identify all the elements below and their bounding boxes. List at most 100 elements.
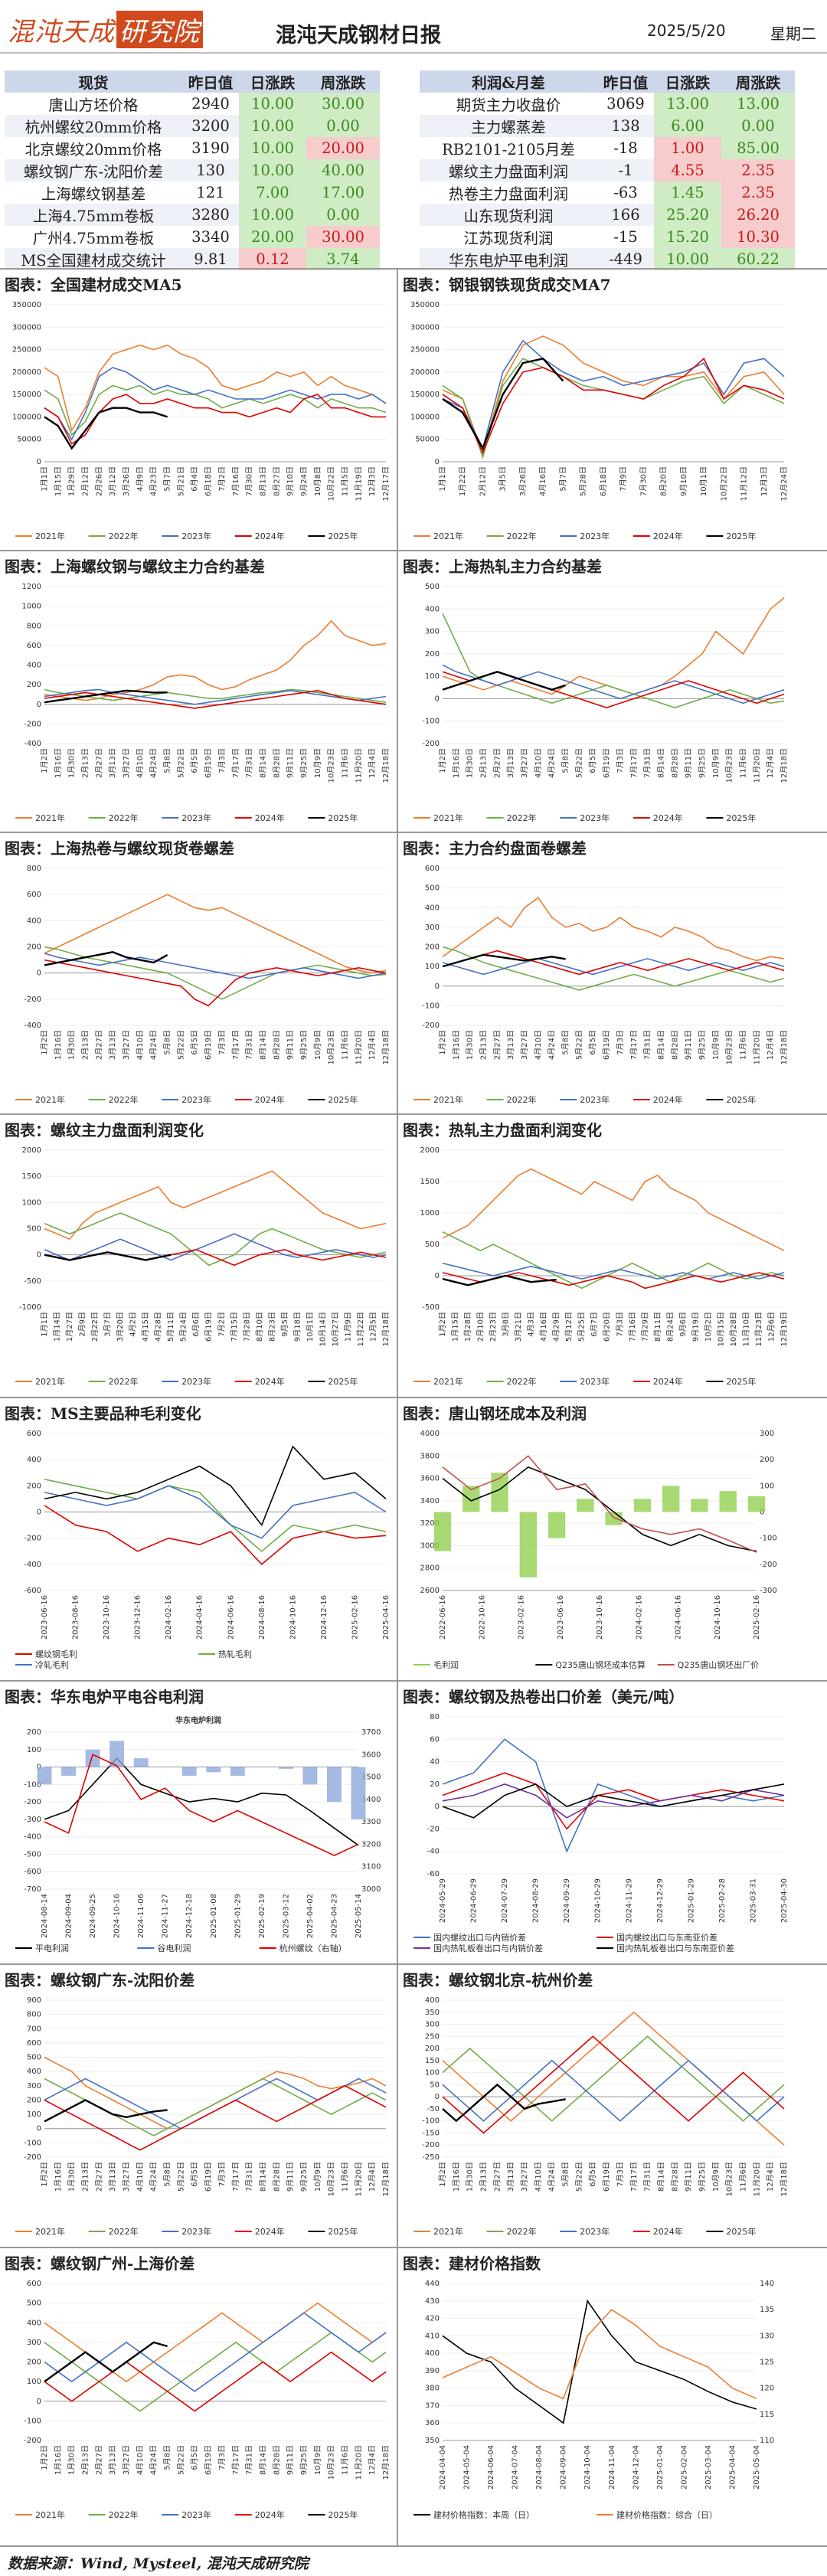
series-line xyxy=(442,2083,566,2123)
legend-label: 2021年 xyxy=(35,1376,65,1387)
daily-change: 1.00 xyxy=(654,137,721,159)
x-tick-label: 8月14日 xyxy=(258,2445,267,2475)
x-tick-label: 12月18日 xyxy=(381,748,391,783)
x-tick-label: 12月4日 xyxy=(368,2162,377,2192)
x-tick-label: 2024-07-29 xyxy=(501,1878,509,1923)
chart-canvas: -60 -40 -20 0 20 40 60 80 2024-05-29 2024-06-29 20… xyxy=(414,1713,789,1953)
row-label: 热卷主力盘面利润 xyxy=(448,185,568,203)
x-tick-label: 2024-12-16 xyxy=(320,1595,329,1639)
y-tick-label: 430 xyxy=(425,2297,440,2306)
x-tick-label: 1月1日 xyxy=(40,1312,49,1337)
y2-tick-label: 3600 xyxy=(361,1751,381,1759)
x-tick-label: 11月20日 xyxy=(354,748,363,783)
row-label: 江苏现货利润 xyxy=(463,230,554,247)
bar-mark xyxy=(61,1767,76,1776)
y-tick-label: 100 xyxy=(425,672,440,681)
table-row: 华东电炉平电利润 -449 10.00 60.22 xyxy=(420,248,795,270)
profit-spread-table: 利润&月差 昨日值 日涨跌 周涨跌 期货主力收盘价 3069 13.00 13.00 主力螺蒸差… xyxy=(420,70,795,270)
x-tick-label: 4月28日 xyxy=(154,1312,163,1342)
y-tick-label: 200 xyxy=(27,2359,41,2367)
legend-label: 2022年 xyxy=(507,812,537,823)
y-tick-label: 400 xyxy=(27,2319,41,2327)
x-tick-label: 6月20日 xyxy=(603,1312,612,1342)
legend-label: 2025年 xyxy=(726,1376,756,1387)
x-tick-label: 9月5日 xyxy=(280,1312,289,1337)
x-tick-label: 2月9日 xyxy=(78,1312,87,1337)
y-tick-label: 3000 xyxy=(420,1541,440,1550)
x-tick-label: 6月5日 xyxy=(588,2162,597,2187)
x-tick-label: 2023-12-16 xyxy=(134,1595,142,1639)
x-tick-label: 3月8日 xyxy=(502,1312,511,1337)
chart-canvas: -600 -400 -200 0 200 400 600 2023-06-16 2023-08-… xyxy=(15,1430,391,1670)
x-tick-label: 2024-10-04 xyxy=(583,2445,592,2489)
series-line xyxy=(442,2035,785,2134)
x-tick-label: 4月10日 xyxy=(534,748,543,778)
x-tick-label: 6月19日 xyxy=(602,1030,611,1060)
x-tick-label: 8月28日 xyxy=(272,1030,281,1060)
x-tick-label: 11月6日 xyxy=(340,2162,349,2192)
bar-mark xyxy=(110,1741,125,1767)
x-tick-label: 3月26日 xyxy=(518,466,528,496)
row-label: 华东电炉平电利润 xyxy=(420,248,597,270)
x-tick-label: 7月31日 xyxy=(643,748,652,778)
x-tick-label: 10月1日 xyxy=(306,1312,315,1342)
x-tick-label: 1月2日 xyxy=(40,748,49,773)
x-tick-label: 10月8日 xyxy=(313,466,322,496)
x-tick-label: 2024-05-04 xyxy=(463,2445,472,2489)
x-tick-label: 1月30日 xyxy=(466,2162,475,2192)
x-tick-label: 1月22日 xyxy=(458,466,467,496)
x-tick-label: 2025-01-08 xyxy=(210,1894,218,1938)
x-tick-label: 4月10日 xyxy=(136,2162,145,2192)
section-divider xyxy=(0,2247,827,2248)
y2-tick-label: 130 xyxy=(760,2332,774,2340)
daily-change: 10.00 xyxy=(239,137,306,159)
x-tick-label: 3月7日 xyxy=(103,1312,113,1337)
x-tick-label: 5月22日 xyxy=(176,2162,185,2192)
x-tick-label: 2023-08-16 xyxy=(72,1595,80,1639)
y-tick-label: 0 xyxy=(435,458,440,466)
x-tick-label: 7月30日 xyxy=(245,466,254,496)
x-tick-label: 11月6日 xyxy=(340,2445,349,2475)
row-label: 上海4.75mm卷板 xyxy=(5,204,182,226)
x-tick-label: 2月13日 xyxy=(479,2162,489,2192)
y-tick-label: 600 xyxy=(425,865,440,873)
y-tick-label: 200 xyxy=(27,681,41,689)
x-tick-label: 11月20日 xyxy=(354,1030,363,1064)
y-tick-label: -500 xyxy=(24,1277,41,1286)
weekly-change: 2.35 xyxy=(721,159,795,181)
series-line xyxy=(44,959,387,1007)
y2-tick-label: 125 xyxy=(760,2359,774,2367)
series-line xyxy=(44,407,168,450)
series-line xyxy=(44,2084,387,2151)
y-tick-label: -200 xyxy=(422,2141,440,2149)
x-tick-label: 9月25日 xyxy=(698,1030,707,1060)
x-tick-label: 10月27日 xyxy=(331,1312,340,1346)
series-line xyxy=(44,1757,359,1846)
legend-label: 2025年 xyxy=(328,2226,358,2237)
report-weekday: 星期二 xyxy=(770,25,816,43)
weekly-change: 30.00 xyxy=(306,226,380,248)
y-tick-label: 380 xyxy=(425,2385,440,2393)
y-tick-label: 200 xyxy=(425,943,440,952)
row-label: RB2101-2105月差 xyxy=(442,141,575,159)
x-tick-label: 2025-03-31 xyxy=(749,1878,757,1923)
x-tick-label: 2025-04-04 xyxy=(728,2445,737,2489)
x-tick-label: 2月27日 xyxy=(94,1030,103,1060)
x-tick-label: 7月2日 xyxy=(217,1312,226,1337)
x-tick-label: 10月23日 xyxy=(327,748,336,783)
x-tick-label: 9月25日 xyxy=(698,2162,707,2192)
y-tick-label: 300 xyxy=(425,628,440,636)
series-line xyxy=(442,958,785,976)
y-tick-label: 300 xyxy=(27,2339,41,2347)
x-tick-label: 6月19日 xyxy=(204,1030,213,1060)
x-tick-label: 2024-02-16 xyxy=(165,1595,173,1639)
daily-change: 10.00 xyxy=(654,248,721,270)
y-tick-label: 60 xyxy=(430,1735,440,1744)
y-tick-label: 360 xyxy=(425,2419,440,2427)
legend-label: 2025年 xyxy=(726,1094,756,1105)
legend-label: 2023年 xyxy=(580,1376,610,1387)
table-row: 螺纹钢广东-沈阳价差 130 10.00 40.00 xyxy=(5,159,380,181)
x-tick-label: 12月5日 xyxy=(368,1312,378,1342)
series-line xyxy=(44,1170,387,1241)
brand-logo: 混沌天成 研究院 xyxy=(8,11,203,48)
